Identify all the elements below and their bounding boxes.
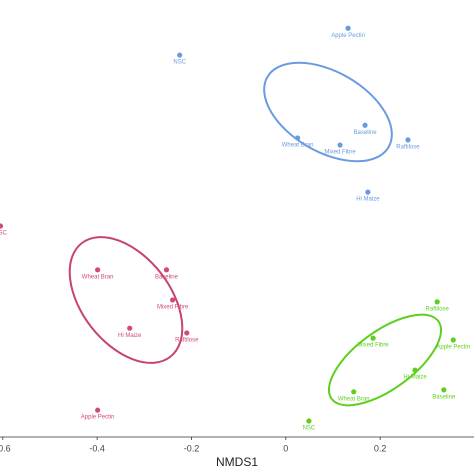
point-label: Hi Maize — [118, 333, 142, 339]
point — [163, 267, 170, 273]
point — [306, 418, 312, 424]
point — [365, 189, 371, 195]
point-label: Wheat Bran — [338, 396, 370, 402]
point — [441, 387, 447, 393]
x-tick-label: 0 — [283, 443, 288, 453]
point — [370, 335, 376, 341]
group-ellipse — [327, 313, 443, 407]
point-label: Raftilose — [396, 144, 420, 150]
point-label: Mixed Fibre — [324, 150, 356, 156]
point — [337, 142, 343, 148]
group-ellipse — [263, 61, 393, 163]
point — [184, 330, 190, 336]
point-label: Apple Pectin — [331, 33, 365, 39]
point — [95, 407, 101, 413]
point-label: Mixed Fibre — [357, 343, 389, 349]
point — [345, 25, 351, 31]
point — [295, 135, 301, 141]
point-label: Mixed Fibre — [157, 305, 189, 311]
point — [170, 297, 176, 303]
point-label: NSC — [173, 60, 186, 66]
point-label: Apple Pectin — [81, 415, 115, 421]
x-tick-label: -0.6 — [0, 443, 11, 453]
x-tick-label: 0.2 — [374, 443, 387, 453]
point-label: Baseline — [354, 130, 378, 136]
x-tick-label: -0.2 — [184, 443, 200, 453]
point-label: Baseline — [432, 394, 456, 400]
point-label: Hi Maize — [356, 197, 380, 203]
point-label: Baseline — [155, 274, 179, 280]
x-tick-label: -0.4 — [89, 443, 105, 453]
point — [412, 367, 418, 373]
point-label: Wheat Bran — [82, 274, 114, 280]
point — [405, 137, 411, 143]
point-label: Wheat Bran — [282, 143, 314, 149]
x-axis-title: NMDS1 — [216, 455, 258, 469]
point-label: NSC — [303, 426, 316, 432]
point — [0, 223, 4, 229]
group-ellipse — [68, 236, 184, 364]
point-label: Raftilose — [426, 306, 450, 312]
point — [351, 389, 357, 395]
point — [362, 122, 368, 128]
point-label: Apple Pectin — [436, 345, 470, 351]
point — [95, 267, 101, 273]
point — [127, 325, 133, 331]
point-label: NSC — [0, 231, 7, 237]
point — [177, 52, 183, 58]
point — [434, 299, 440, 305]
point — [450, 337, 456, 343]
point-label: Hi Maize — [403, 375, 427, 381]
point-label: Raftilose — [175, 338, 199, 344]
